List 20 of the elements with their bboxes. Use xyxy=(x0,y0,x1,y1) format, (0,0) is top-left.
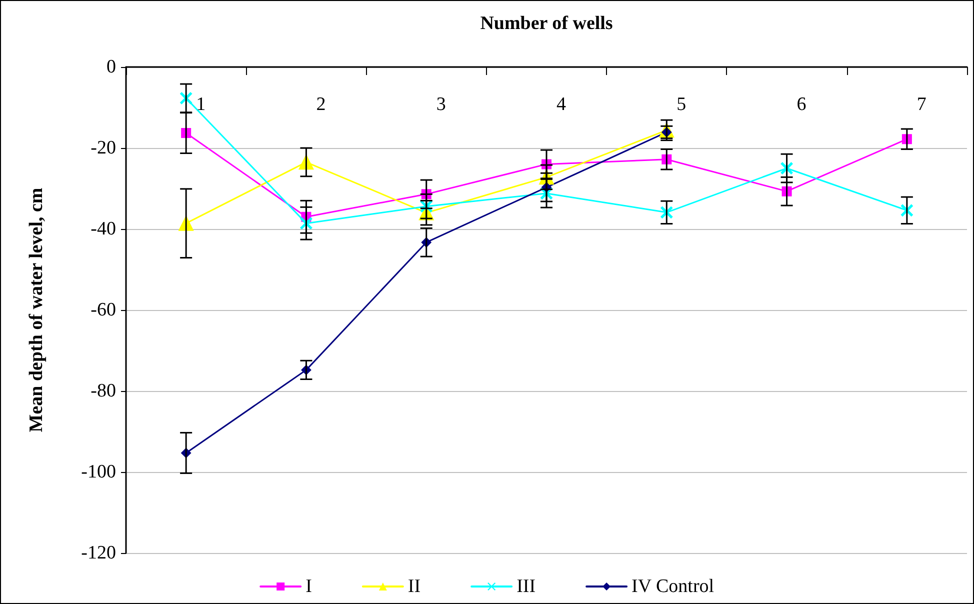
y-axis-title: Mean depth of water level, cm xyxy=(26,188,47,432)
x-axis-title: Number of wells xyxy=(480,13,613,34)
x-tick-label: 3 xyxy=(436,94,446,115)
legend-label: II xyxy=(408,576,421,597)
x-tick-label: 7 xyxy=(916,94,926,115)
x-tick-label: 4 xyxy=(556,94,566,115)
x-tick-label: 5 xyxy=(676,94,686,115)
y-tick-label: -100 xyxy=(81,462,116,482)
y-tick-label: -40 xyxy=(90,218,116,240)
x-tick-label: 6 xyxy=(796,94,806,115)
legend-label: I xyxy=(306,576,312,597)
x-tick-label: 2 xyxy=(316,94,326,115)
y-tick-label: 0 xyxy=(106,56,116,78)
x-tick-label: 1 xyxy=(196,94,206,115)
y-tick-label: -120 xyxy=(81,542,116,564)
legend-label: IV Control xyxy=(632,576,714,597)
y-tick-label: -80 xyxy=(90,380,116,402)
y-tick-label: -60 xyxy=(90,300,116,320)
y-tick-label: -20 xyxy=(90,138,116,158)
legend-label: III xyxy=(516,576,536,597)
